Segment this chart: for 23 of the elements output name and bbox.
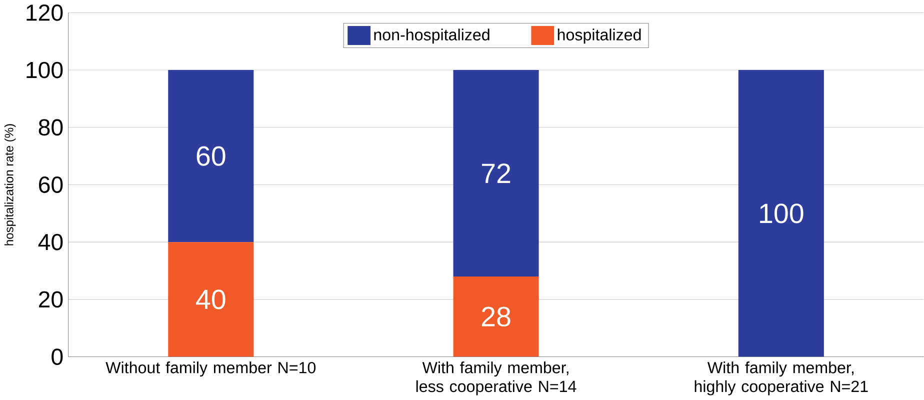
x-tick-label: With family member, less cooperative N=14: [416, 362, 576, 396]
bar: [738, 70, 824, 357]
y-tick-label: 0: [52, 348, 63, 366]
y-tick-label: 40: [38, 234, 63, 250]
data-label: 28: [482, 306, 510, 327]
bar: [453, 70, 539, 277]
bar: [168, 70, 254, 242]
y-tick-label: 80: [38, 119, 63, 136]
bar: [168, 242, 254, 357]
y-axis-title: hospitalization rate (%): [4, 124, 16, 246]
x-tick-label: With family member, highly cooperative N=21: [694, 362, 868, 396]
x-tick-label: Without family member N=10: [106, 362, 316, 377]
bar: [453, 276, 539, 357]
y-tick-label: 120: [26, 4, 63, 21]
y-tick-label: 20: [38, 291, 63, 308]
data-label: 40: [196, 290, 226, 310]
legend-label: non-hospitalized: [374, 28, 490, 44]
data-label: 72: [482, 164, 510, 184]
legend-label: hospitalized: [558, 28, 641, 44]
data-label: 100: [760, 204, 804, 224]
y-tick-label: 60: [38, 176, 63, 194]
data-label: 60: [196, 146, 226, 166]
y-tick-label: 100: [26, 62, 63, 78]
